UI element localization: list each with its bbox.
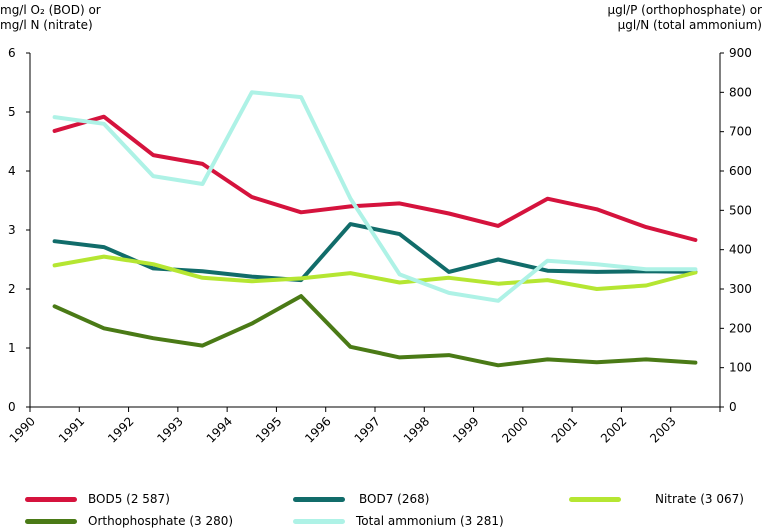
right-y-tick-label: 800 [729,85,752,99]
right-y-tick-label: 600 [729,164,752,178]
left-y-tick-label: 4 [8,164,16,178]
series-line-bod5 [52,114,698,242]
right-y-tick-label: 700 [729,125,752,139]
x-tick-label: 2001 [549,414,580,445]
x-tick-label: 1996 [302,414,333,445]
right-y-tick-label: 200 [729,321,752,335]
series-line-bod7 [52,222,698,283]
legend-item-bod5: BOD5 (2 587) [25,490,285,510]
right-y-tick-label: 300 [729,282,752,296]
legend-swatch-total-ammonium [293,519,345,524]
legend-label-orthophosphate: Orthophosphate (3 280) [88,514,234,528]
left-y-tick-label: 5 [8,105,16,119]
x-tick-label: 1998 [401,414,432,445]
left-y-tick-label: 1 [8,341,16,355]
right-y-tick-label: 400 [729,243,752,257]
left-y-tick-label: 2 [8,282,16,296]
right-axis-title-line2: µgl/N (total ammonium) [617,18,762,32]
legend-item-bod7: BOD7 (268) [293,490,493,510]
right-y-tick-label: 100 [729,361,752,375]
left-y-tick-label: 3 [8,223,16,237]
left-axis-title: mg/l O₂ (BOD) or mg/l N (nitrate) [0,3,101,33]
x-tick-label: 1990 [7,414,38,445]
legend-label-total-ammonium: Total ammonium (3 281) [356,514,504,528]
left-y-tick-label: 6 [8,46,16,60]
series-line-orthophosphate [52,294,698,368]
x-tick-label: 1995 [253,414,284,445]
x-tick-label: 1994 [204,414,235,445]
x-tick-label: 2002 [598,414,629,445]
series-line-total-ammonium [52,90,698,303]
legend-swatch-bod7 [293,497,345,502]
chart-legend: BOD5 (2 587) BOD7 (268) Nitrate (3 067) … [0,480,768,528]
x-tick-label: 2003 [647,414,678,445]
legend-item-nitrate: Nitrate (3 067) [569,490,764,510]
legend-item-total-ammonium: Total ammonium (3 281) [293,512,513,532]
right-y-tick-label: 500 [729,203,752,217]
legend-swatch-orthophosphate [25,519,77,524]
x-tick-label: 1999 [450,414,481,445]
legend-label-bod5: BOD5 (2 587) [88,492,170,506]
right-axis-title-line1: µgl/P (orthophosphate) or [607,3,762,17]
x-tick-label: 2000 [499,414,530,445]
legend-swatch-nitrate [569,497,621,502]
right-y-tick-label: 0 [729,400,737,414]
chart-series-layer [52,90,698,368]
x-tick-label: 1993 [154,414,185,445]
legend-swatch-bod5 [25,497,77,502]
x-tick-label: 1997 [352,414,383,445]
series-line-nitrate [52,254,698,291]
legend-item-orthophosphate: Orthophosphate (3 280) [25,512,285,532]
left-axis-title-line1: mg/l O₂ (BOD) or [0,3,101,17]
chart-svg: 0 1 2 3 4 5 6 0 100 200 300 400 500 600 700 800 900 1990 1… [7,46,752,446]
x-tick-label: 1991 [56,414,87,445]
right-y-tick-label: 900 [729,46,752,60]
right-axis-title: µgl/P (orthophosphate) or µgl/N (total a… [607,3,762,33]
legend-label-nitrate: Nitrate (3 067) [655,492,744,506]
left-y-tick-label: 0 [8,400,16,414]
x-tick-label: 1992 [105,414,136,445]
left-axis-title-line2: mg/l N (nitrate) [0,18,93,32]
legend-label-bod7: BOD7 (268) [359,492,430,506]
